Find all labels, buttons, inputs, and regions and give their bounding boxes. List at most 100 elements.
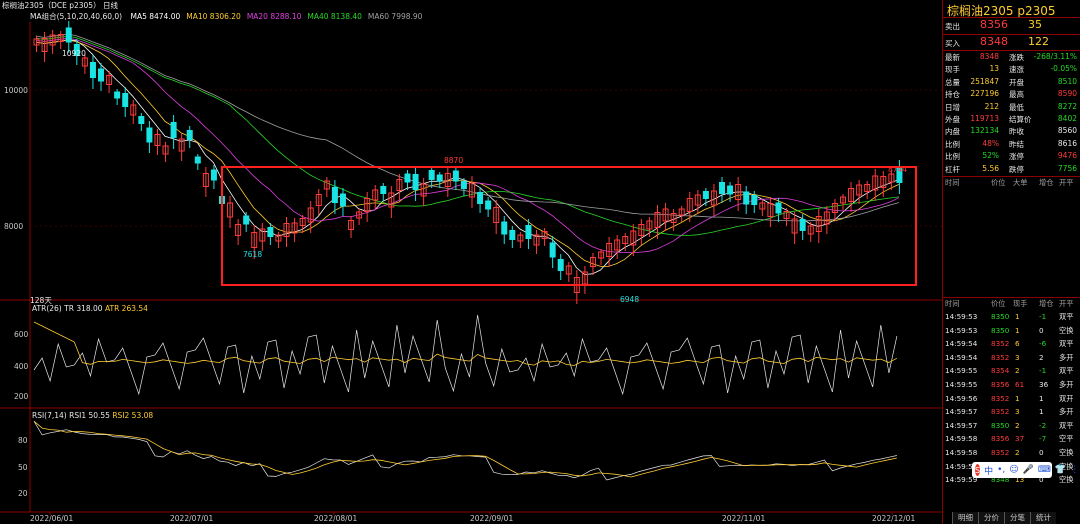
tick-row[interactable]: 14:59:57 8350 2 -2 双平 [943, 421, 1080, 435]
ime-logo-icon[interactable]: S [975, 464, 981, 476]
tick-cell: -6 [1039, 339, 1047, 349]
candle [202, 173, 209, 187]
candle [275, 234, 282, 242]
atr-axis-label: 600 [14, 330, 29, 339]
ime-emoji-icon[interactable]: ☺ [1009, 465, 1019, 475]
ma-line [35, 39, 900, 267]
bars-count-label: 128天 [30, 296, 52, 305]
candle [501, 221, 508, 235]
stat-cell: 8510 [1057, 76, 1077, 86]
ask-row[interactable]: 卖出 8356 35 [943, 18, 1080, 35]
candle [412, 174, 419, 190]
candle [775, 202, 782, 214]
tick-cell: 8352 [991, 448, 1010, 457]
candle [364, 198, 371, 212]
candle [251, 232, 258, 248]
tick-cell: 61 [1015, 380, 1025, 389]
stat-row: 现手 13 速涨 -0.05% [943, 64, 1080, 76]
stat-cell: 昨收 [1009, 127, 1024, 137]
ma-value-ma40: MA40 8138.40 [307, 12, 362, 21]
candle [388, 192, 395, 208]
stat-row: 总量 251847 开盘 8510 [943, 77, 1080, 89]
bid-row[interactable]: 买入 8348 122 [943, 35, 1080, 52]
candle [799, 219, 806, 231]
tick-row[interactable]: 14:59:59 8348 13 0 空换 [943, 475, 1080, 489]
candle [694, 194, 701, 206]
tab-2[interactable]: 分笔 [1004, 512, 1030, 524]
candle [114, 91, 121, 99]
tick-cell: 多开 [1059, 380, 1074, 389]
stat-row: 杠杆 5.56 跌停 7756 [943, 164, 1080, 176]
ime-mic-icon[interactable]: 🎤 [1022, 465, 1034, 475]
stat-row: 最新 8348 涨跌 -268/3.11% [943, 52, 1080, 64]
candle [283, 223, 290, 237]
tick-row[interactable]: 14:59:54 8352 3 2 多开 [943, 353, 1080, 367]
ime-grid-icon[interactable]: ⋮ [1070, 465, 1080, 475]
tick-row[interactable]: 14:59:56 8352 1 1 双开 [943, 394, 1080, 408]
tab-1[interactable]: 分价 [978, 512, 1004, 524]
candle [678, 208, 685, 216]
tick-cell: 8352 [991, 352, 1010, 362]
tick-cell: 1 [1039, 393, 1044, 403]
candle [719, 182, 726, 194]
date-axis-label: 2022/09/01 [470, 514, 513, 523]
stat-cell: 总量 [945, 77, 960, 87]
ime-punct[interactable]: •, [997, 465, 1006, 475]
tick-cell: 37 [1015, 434, 1025, 444]
tick-row[interactable]: 14:59:55 8356 61 36 多开 [943, 380, 1080, 394]
candle [702, 191, 709, 199]
tick-cell: 空换 [1059, 325, 1074, 335]
tick-row[interactable]: 14:59:55 8354 2 -1 双平 [943, 366, 1080, 380]
tick-cell: 空平 [1059, 434, 1074, 444]
candle [606, 243, 613, 257]
ime-shirt-icon[interactable]: 👕 [1054, 465, 1067, 475]
tick-row[interactable]: 14:59:53 8350 1 -1 双平 [943, 312, 1080, 326]
tick-header-top: 时间 价位 大单 增仓 开平 [943, 178, 1080, 192]
tick-header-cell: 开平 [1059, 178, 1074, 187]
candle [122, 93, 129, 107]
candle [823, 211, 830, 225]
chart-panel[interactable]: 棕榈油2305（DCE p2305） 日线 MA组合(5,10,20,40,60… [0, 0, 942, 524]
ime-toolbar[interactable]: S 中 •, ☺ 🎤 ⌨ 👕 ⋮ [972, 462, 1079, 478]
stat-cell: 7756 [1057, 163, 1077, 173]
ime-keyboard-icon[interactable]: ⌨ [1037, 465, 1051, 475]
candle [727, 185, 734, 195]
stat-cell: -0.05% [1050, 64, 1077, 74]
ma-value-ma10: MA10 8306.20 [186, 12, 241, 21]
tick-cell: -1 [1039, 312, 1047, 321]
tick-cell: 双开 [1059, 393, 1074, 403]
bottom-tabs[interactable]: 明细 分价 分笔 统计 [952, 512, 1056, 524]
price-axis-label: 10000 [4, 86, 28, 95]
tab-0[interactable]: 明细 [952, 512, 978, 524]
tick-row[interactable]: 14:59:57 8352 3 1 多开 [943, 407, 1080, 421]
stat-cell: -268/3.11% [1033, 52, 1077, 61]
bid-volume: 122 [1028, 35, 1049, 48]
date-axis-label: 2022/12/01 [872, 514, 915, 523]
tick-cell: 14:59:55 [945, 366, 978, 376]
tick-cell: 14:59:58 [945, 434, 978, 444]
tick-row[interactable]: 14:59:58 8352 2 0 空换 [943, 448, 1080, 462]
quote-title: 棕榈油2305 p2305 [947, 4, 1056, 18]
tick-row[interactable]: 14:59:58 8356 37 -7 空平 [943, 434, 1080, 448]
candle [162, 145, 169, 155]
candle [831, 203, 838, 213]
tick-cell: 2 [1015, 420, 1020, 430]
tab-3[interactable]: 统计 [1030, 512, 1056, 524]
tick-header-cell: 时间 [945, 178, 960, 187]
candle [420, 183, 427, 197]
chart-svg[interactable]: 10000 8000 600 400 200 80 50 20 2022/06/01 2022/0… [0, 0, 942, 524]
tick-header-cell: 现手 [1013, 299, 1028, 308]
stat-cell: 最高 [1009, 90, 1024, 100]
candle [751, 195, 758, 205]
candle [89, 62, 96, 78]
tick-cell: 多开 [1059, 352, 1074, 362]
tick-cell: 多开 [1059, 407, 1074, 417]
tick-row[interactable]: 14:59:53 8350 1 0 空换 [943, 326, 1080, 340]
candle [323, 180, 330, 190]
rsi-title: RSI(7,14) [32, 411, 67, 420]
ime-lang[interactable]: 中 [984, 466, 994, 477]
candle [146, 127, 153, 143]
price-extreme-label: 8870 [444, 156, 463, 165]
tick-row[interactable]: 14:59:54 8352 6 -6 双平 [943, 339, 1080, 353]
tick-cell: 14:59:53 [945, 312, 978, 321]
